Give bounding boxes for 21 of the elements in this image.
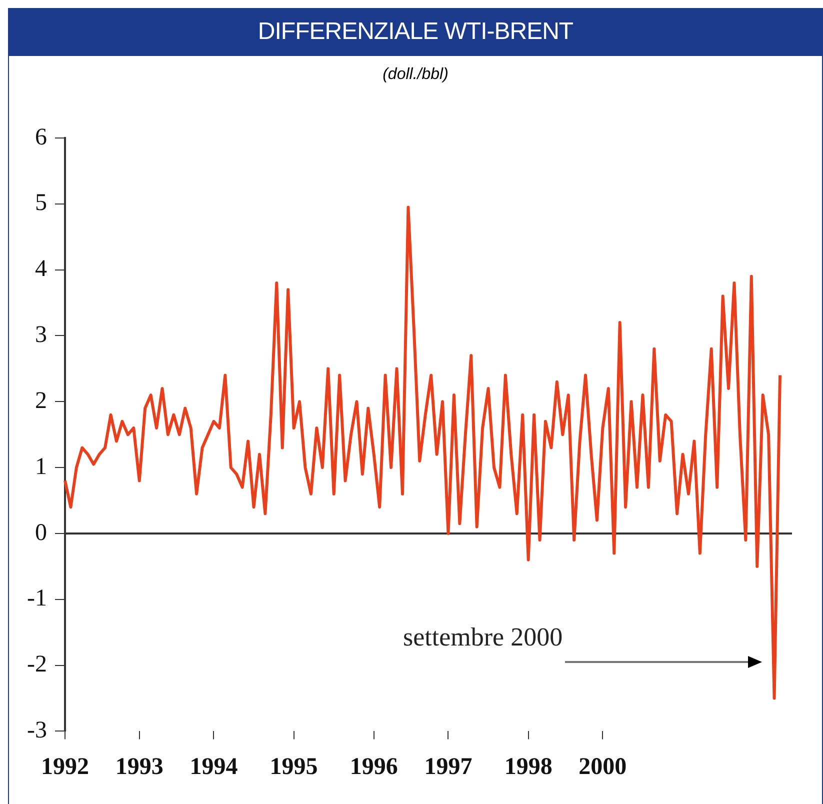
annotation: settembre 2000 xyxy=(403,622,563,652)
x-tick-label: 1994 xyxy=(190,754,238,780)
x-tick-label: 1993 xyxy=(115,754,164,780)
chart-subtitle: (doll./bbl) xyxy=(382,66,450,84)
y-tick-label: 6 xyxy=(34,124,47,150)
y-tick-label: 5 xyxy=(34,190,47,216)
x-tick-label: 2000 xyxy=(578,754,627,780)
y-tick-label: 3 xyxy=(34,322,47,348)
x-tick-label: 1998 xyxy=(504,754,552,780)
y-tick-label: -2 xyxy=(26,652,47,678)
y-tick-label: 1 xyxy=(34,454,47,480)
y-tick-label: -1 xyxy=(26,586,47,612)
x-tick-label: 1992 xyxy=(40,754,89,780)
chart-title: DIFFERENZIALE WTI-BRENT xyxy=(9,8,822,56)
y-tick-label: 2 xyxy=(34,388,47,414)
y-tick-label: 4 xyxy=(34,256,47,282)
x-tick-label: 1996 xyxy=(350,754,398,780)
y-tick-label: -3 xyxy=(26,717,47,744)
x-tick-label: 1995 xyxy=(270,754,318,780)
y-tick-label: 0 xyxy=(34,520,47,546)
x-tick-label: 1997 xyxy=(424,754,472,780)
